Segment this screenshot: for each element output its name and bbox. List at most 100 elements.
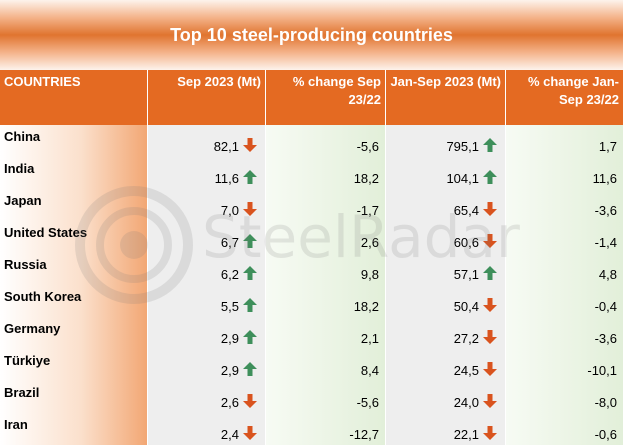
header-sep-change: % change Sep 23/22: [266, 70, 386, 125]
sep-value-cell: 6,7: [148, 221, 266, 253]
sep-change-value: -5,6: [266, 381, 386, 413]
sep-value-cell: 82,1: [148, 125, 266, 157]
arrow-up-icon: [483, 266, 497, 280]
arrow-down-icon: [243, 394, 257, 408]
sep-change-value: -12,7: [266, 413, 386, 445]
ytd-value-cell: 50,4: [386, 285, 506, 317]
table-row: China 82,1 -5,6 795,1 1,7: [0, 125, 623, 157]
ytd-value: 57,1: [453, 267, 479, 282]
sep-value: 82,1: [213, 139, 239, 154]
ytd-value-cell: 22,1: [386, 413, 506, 445]
table-row: Germany 2,9 2,1 27,2 -3,6: [0, 317, 623, 349]
ytd-value: 27,2: [453, 331, 479, 346]
table-row: Türkiye 2,9 8,4 24,5 -10,1: [0, 349, 623, 381]
arrow-up-icon: [483, 170, 497, 184]
arrow-down-icon: [483, 234, 497, 248]
ytd-change-value: -0,6: [506, 413, 623, 445]
country-name: Türkiye: [0, 349, 148, 381]
table-row: Iran 2,4 -12,7 22,1 -0,6: [0, 413, 623, 445]
sep-change-value: 9,8: [266, 253, 386, 285]
sep-value-cell: 6,2: [148, 253, 266, 285]
arrow-up-icon: [243, 330, 257, 344]
table-row: Japan 7,0 -1,7 65,4 -3,6: [0, 189, 623, 221]
sep-change-value: 2,1: [266, 317, 386, 349]
arrow-up-icon: [243, 298, 257, 312]
arrow-down-icon: [483, 362, 497, 376]
sep-value: 6,7: [220, 235, 239, 250]
country-name: India: [0, 157, 148, 189]
ytd-value: 50,4: [453, 299, 479, 314]
table-row: United States 6,7 2,6 60,6 -1,4: [0, 221, 623, 253]
sep-value: 11,6: [214, 171, 239, 186]
arrow-up-icon: [243, 362, 257, 376]
header-jan-sep-2023: Jan-Sep 2023 (Mt): [386, 70, 506, 125]
arrow-up-icon: [483, 138, 497, 152]
ytd-change-value: 11,6: [506, 157, 623, 189]
ytd-change-value: -10,1: [506, 349, 623, 381]
ytd-value-cell: 24,0: [386, 381, 506, 413]
sep-value-cell: 2,4: [148, 413, 266, 445]
arrow-down-icon: [483, 202, 497, 216]
header-countries: COUNTRIES: [0, 70, 148, 125]
ytd-value-cell: 27,2: [386, 317, 506, 349]
title-banner: Top 10 steel-producing countries: [0, 0, 623, 70]
ytd-value-cell: 60,6: [386, 221, 506, 253]
ytd-change-value: -3,6: [506, 317, 623, 349]
ytd-value: 104,1: [446, 171, 479, 186]
ytd-change-value: -1,4: [506, 221, 623, 253]
sep-value: 2,6: [220, 395, 239, 410]
sep-value: 2,4: [220, 427, 239, 442]
country-name: Iran: [0, 413, 148, 445]
ytd-change-value: 4,8: [506, 253, 623, 285]
ytd-value: 65,4: [453, 203, 479, 218]
country-name: China: [0, 125, 148, 157]
country-name: United States: [0, 221, 148, 253]
sep-change-value: -1,7: [266, 189, 386, 221]
ytd-value-cell: 24,5: [386, 349, 506, 381]
sep-change-value: -5,6: [266, 125, 386, 157]
sep-value-cell: 2,9: [148, 317, 266, 349]
arrow-up-icon: [243, 234, 257, 248]
ytd-value-cell: 65,4: [386, 189, 506, 221]
ytd-value: 22,1: [453, 427, 479, 442]
sep-value: 7,0: [220, 203, 239, 218]
sep-change-value: 8,4: [266, 349, 386, 381]
arrow-down-icon: [483, 330, 497, 344]
table-row: India 11,6 18,2 104,1 11,6: [0, 157, 623, 189]
sep-change-value: 18,2: [266, 157, 386, 189]
country-name: South Korea: [0, 285, 148, 317]
country-name: Brazil: [0, 381, 148, 413]
arrow-down-icon: [243, 138, 257, 152]
sep-value-cell: 2,9: [148, 349, 266, 381]
arrow-down-icon: [483, 426, 497, 440]
ytd-value: 24,0: [453, 395, 479, 410]
ytd-value: 24,5: [453, 363, 479, 378]
ytd-change-value: -8,0: [506, 381, 623, 413]
ytd-value-cell: 795,1: [386, 125, 506, 157]
ytd-change-value: -0,4: [506, 285, 623, 317]
sep-change-value: 18,2: [266, 285, 386, 317]
ytd-value-cell: 104,1: [386, 157, 506, 189]
sep-value: 6,2: [220, 267, 239, 282]
sep-value: 5,5: [220, 299, 239, 314]
ytd-value: 795,1: [446, 139, 479, 154]
table-title: Top 10 steel-producing countries: [170, 24, 453, 45]
table-body: China 82,1 -5,6 795,1 1,7 India 11,6 18,2 104,1 1…: [0, 125, 623, 445]
ytd-value: 60,6: [453, 235, 479, 250]
ytd-change-value: 1,7: [506, 125, 623, 157]
sep-value: 2,9: [220, 331, 239, 346]
arrow-up-icon: [243, 170, 257, 184]
header-jan-sep-change: % change Jan-Sep 23/22: [527, 74, 619, 107]
country-name: Russia: [0, 253, 148, 285]
table-row: Russia 6,2 9,8 57,1 4,8: [0, 253, 623, 285]
arrow-down-icon: [243, 202, 257, 216]
sep-value-cell: 5,5: [148, 285, 266, 317]
arrow-down-icon: [483, 394, 497, 408]
arrow-down-icon: [483, 298, 497, 312]
ytd-value-cell: 57,1: [386, 253, 506, 285]
table-row: South Korea 5,5 18,2 50,4 -0,4: [0, 285, 623, 317]
country-name: Germany: [0, 317, 148, 349]
sep-change-value: 2,6: [266, 221, 386, 253]
table-row: Brazil 2,6 -5,6 24,0 -8,0: [0, 381, 623, 413]
sep-value-cell: 7,0: [148, 189, 266, 221]
